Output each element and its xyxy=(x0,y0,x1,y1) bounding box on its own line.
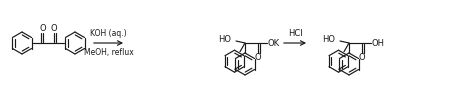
Text: O: O xyxy=(255,53,261,62)
Text: OH: OH xyxy=(372,39,385,48)
Text: HO: HO xyxy=(322,35,335,44)
Text: MeOH, reflux: MeOH, reflux xyxy=(84,48,133,58)
Text: HCl: HCl xyxy=(288,29,302,37)
Text: O: O xyxy=(359,53,365,62)
Text: O: O xyxy=(40,24,46,33)
Text: HO: HO xyxy=(218,35,231,44)
Text: OK: OK xyxy=(268,39,280,48)
Text: O: O xyxy=(51,24,57,33)
Text: KOH (aq.): KOH (aq.) xyxy=(90,29,127,37)
